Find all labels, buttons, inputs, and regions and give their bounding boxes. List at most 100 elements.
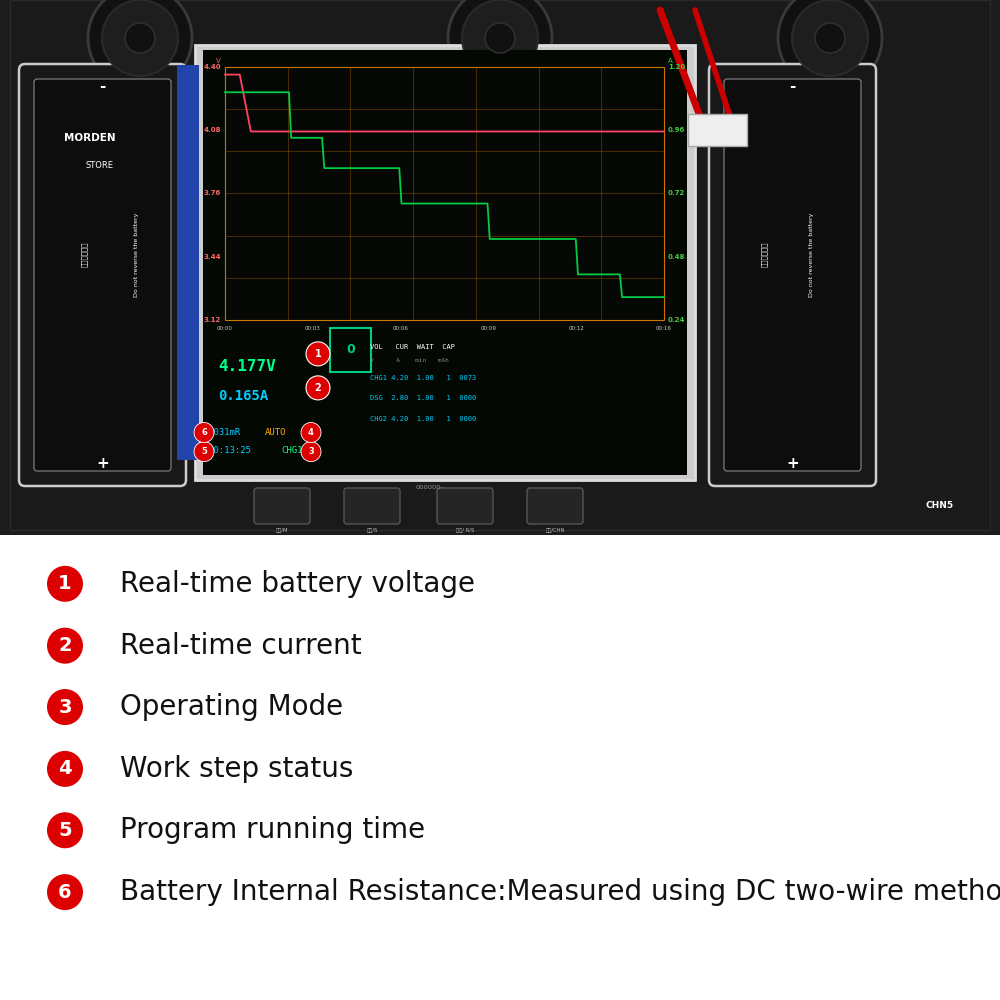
Text: 0.48: 0.48 [668, 254, 686, 260]
Text: 0: 0 [346, 343, 355, 356]
Text: V: V [216, 58, 221, 64]
Circle shape [306, 376, 330, 400]
Text: 5: 5 [201, 447, 207, 456]
Text: Work step status: Work step status [120, 755, 353, 783]
FancyBboxPatch shape [10, 0, 990, 530]
Circle shape [50, 118, 120, 188]
FancyBboxPatch shape [709, 64, 876, 486]
Circle shape [485, 23, 515, 53]
Circle shape [448, 0, 552, 90]
Text: 0.165A: 0.165A [218, 389, 268, 403]
FancyBboxPatch shape [19, 64, 186, 486]
Text: 3: 3 [308, 447, 314, 456]
Text: 3: 3 [58, 698, 72, 717]
Text: oooooo-: oooooo- [416, 484, 444, 490]
Text: 菜单/M: 菜单/M [276, 528, 288, 533]
Circle shape [47, 751, 83, 787]
Text: 禁止反接电池: 禁止反接电池 [81, 242, 87, 267]
Text: 00:16: 00:16 [656, 326, 672, 331]
Text: 4.40: 4.40 [203, 64, 221, 70]
Text: -: - [789, 79, 796, 94]
Text: CHN5: CHN5 [926, 500, 954, 510]
Circle shape [462, 0, 538, 76]
Text: 0031mR: 0031mR [208, 428, 240, 437]
Text: CHG2 4.20  1.00   1  0000: CHG2 4.20 1.00 1 0000 [370, 416, 476, 422]
Text: 1.20: 1.20 [668, 64, 685, 70]
Circle shape [194, 442, 214, 462]
Text: 调整/S: 调整/S [366, 528, 378, 533]
FancyBboxPatch shape [437, 488, 493, 524]
Text: Do not reverse the battery: Do not reverse the battery [134, 212, 139, 297]
Text: +: + [786, 456, 799, 472]
Text: 00:13:25: 00:13:25 [208, 446, 251, 455]
Text: DSG  2.80  1.00   1  0000: DSG 2.80 1.00 1 0000 [370, 395, 476, 401]
Text: Battery Internal Resistance:Measured using DC two-wire method: Battery Internal Resistance:Measured usi… [120, 878, 1000, 906]
Text: AUTO: AUTO [265, 428, 287, 437]
Circle shape [815, 23, 845, 53]
Text: 4.177V: 4.177V [218, 359, 276, 374]
FancyBboxPatch shape [724, 79, 861, 471]
Text: 0.72: 0.72 [668, 190, 685, 196]
FancyBboxPatch shape [177, 65, 199, 460]
Text: 00:00: 00:00 [217, 326, 233, 331]
Circle shape [102, 0, 178, 76]
FancyBboxPatch shape [688, 114, 747, 146]
FancyBboxPatch shape [225, 67, 664, 320]
Text: 6: 6 [58, 883, 72, 902]
FancyBboxPatch shape [254, 488, 310, 524]
Text: Operating Mode: Operating Mode [120, 693, 343, 721]
Text: 0.24: 0.24 [668, 317, 685, 323]
Text: 5: 5 [58, 821, 72, 840]
Text: A: A [668, 58, 673, 64]
FancyBboxPatch shape [0, 535, 1000, 1000]
FancyBboxPatch shape [195, 45, 695, 480]
Text: MORDEN: MORDEN [64, 133, 116, 143]
Text: 00:06: 00:06 [393, 326, 409, 331]
Text: -: - [99, 79, 106, 94]
Text: +: + [96, 456, 109, 472]
Text: VOL   CUR  WAIT  CAP: VOL CUR WAIT CAP [370, 344, 455, 350]
Circle shape [125, 23, 155, 53]
Text: Real-time battery voltage: Real-time battery voltage [120, 570, 475, 598]
FancyBboxPatch shape [527, 488, 583, 524]
Text: 00:12: 00:12 [568, 326, 584, 331]
FancyBboxPatch shape [203, 50, 687, 475]
Text: 启停/ R/S: 启停/ R/S [456, 528, 474, 533]
Text: 00:09: 00:09 [480, 326, 496, 331]
Text: 6: 6 [201, 428, 207, 437]
FancyBboxPatch shape [344, 488, 400, 524]
Circle shape [778, 0, 882, 90]
Text: 3.44: 3.44 [203, 254, 221, 260]
Text: Do not reverse the battery: Do not reverse the battery [809, 212, 814, 297]
Circle shape [194, 422, 214, 442]
Text: 3.12: 3.12 [204, 317, 221, 323]
Circle shape [47, 689, 83, 725]
Text: 2: 2 [315, 383, 321, 393]
Circle shape [88, 0, 192, 90]
Text: 1: 1 [315, 349, 321, 359]
Text: 4: 4 [58, 759, 72, 778]
Text: 00:03: 00:03 [305, 326, 321, 331]
Circle shape [47, 874, 83, 910]
Circle shape [792, 0, 868, 76]
Text: 1: 1 [58, 574, 72, 593]
Circle shape [47, 628, 83, 664]
Circle shape [306, 342, 330, 366]
Circle shape [30, 98, 140, 208]
Circle shape [301, 442, 321, 462]
Text: 0.96: 0.96 [668, 127, 685, 133]
FancyBboxPatch shape [34, 79, 171, 471]
Circle shape [47, 566, 83, 602]
Circle shape [47, 812, 83, 848]
Text: Real-time current: Real-time current [120, 632, 362, 660]
Text: 4: 4 [308, 428, 314, 437]
Text: 2: 2 [58, 636, 72, 655]
Text: CHG1 4.20  1.00   1  0073: CHG1 4.20 1.00 1 0073 [370, 375, 476, 381]
Text: 禁止反接电池: 禁止反接电池 [761, 242, 768, 267]
Circle shape [301, 422, 321, 442]
Text: Program running time: Program running time [120, 816, 425, 844]
Text: 3.76: 3.76 [204, 190, 221, 196]
Text: STORE: STORE [86, 161, 114, 170]
Text: CHG1: CHG1 [281, 446, 302, 455]
Text: 通道/CHN: 通道/CHN [545, 528, 565, 533]
